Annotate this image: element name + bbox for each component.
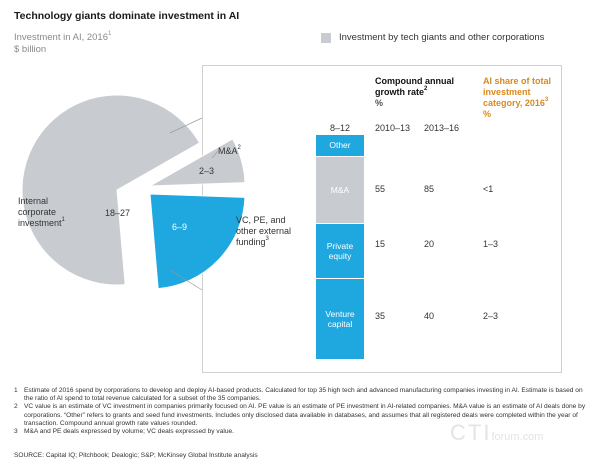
ma-label-leader [211,150,219,159]
pie-value-vc: 6–9 [172,222,188,232]
pie-label-internal: Internal corporate investment1 [18,196,65,228]
chart-title: Technology giants dominate investment in… [14,10,240,22]
pe-ai-share: 1–3 [483,239,499,249]
vc-cagr-2010-13: 35 [375,311,386,321]
vc-cagr-2013-16: 40 [424,311,435,321]
pie-label-vc: VC, PE, and other external funding3 [236,215,292,247]
pe-cagr-2010-13: 15 [375,239,386,249]
share-header: AI share of total investment category, 2… [483,76,552,119]
connector-line-top [169,117,203,134]
pe-cagr-2013-16: 20 [424,239,435,249]
ma-ai-share: <1 [483,184,494,194]
period-2013-16: 2013–16 [424,123,460,133]
pie-slice-ma [149,138,246,187]
bar-segment-venture-capital: Venture capital [316,278,364,359]
source-note: SOURCE: Capital IQ; Pitchbook; Dealogic;… [14,452,258,459]
footnote-1: 1 Estimate of 2016 spend by corporations … [14,387,583,403]
detail-panel [202,65,562,373]
pie-value-internal: 18–27 [105,208,131,218]
pie-label-ma: M&A2 [218,145,241,156]
watermark-logo: CTIforum.com [450,420,544,445]
footnotes: 1 Estimate of 2016 spend by corporations … [14,387,589,436]
bar-segment-other: Other [316,135,364,156]
connector-line-bottom [169,269,203,291]
ma-cagr-2010-13: 55 [375,184,386,194]
pie-value-ma: 2–3 [199,166,215,176]
unit-label: $ billion [14,44,47,55]
vc-ai-share: 2–3 [483,311,499,321]
legend-label: Investment by tech giants and other corp… [339,32,545,43]
period-2010-13: 2010–13 [375,123,411,133]
stack-total: 8–12 [330,123,351,133]
bar-segment-private-equity: Private equity [316,224,364,278]
ma-cagr-2013-16: 85 [424,184,435,194]
cagr-header: Compound annual growth rate2 % [375,76,454,108]
pie-slice-vc [149,193,246,290]
pie-slice-internal [21,94,201,286]
footnote-3: 3 M&A and PE deals expressed by volume; V… [14,428,235,436]
chart-subtitle: Investment in AI, 20161 [14,31,112,43]
legend-swatch [321,32,331,43]
footnote-2: 2 VC value is an estimate of VC investmen… [14,403,586,427]
bar-segment-ma: M&A [316,156,364,224]
legend: Investment by tech giants and other corp… [321,32,544,43]
